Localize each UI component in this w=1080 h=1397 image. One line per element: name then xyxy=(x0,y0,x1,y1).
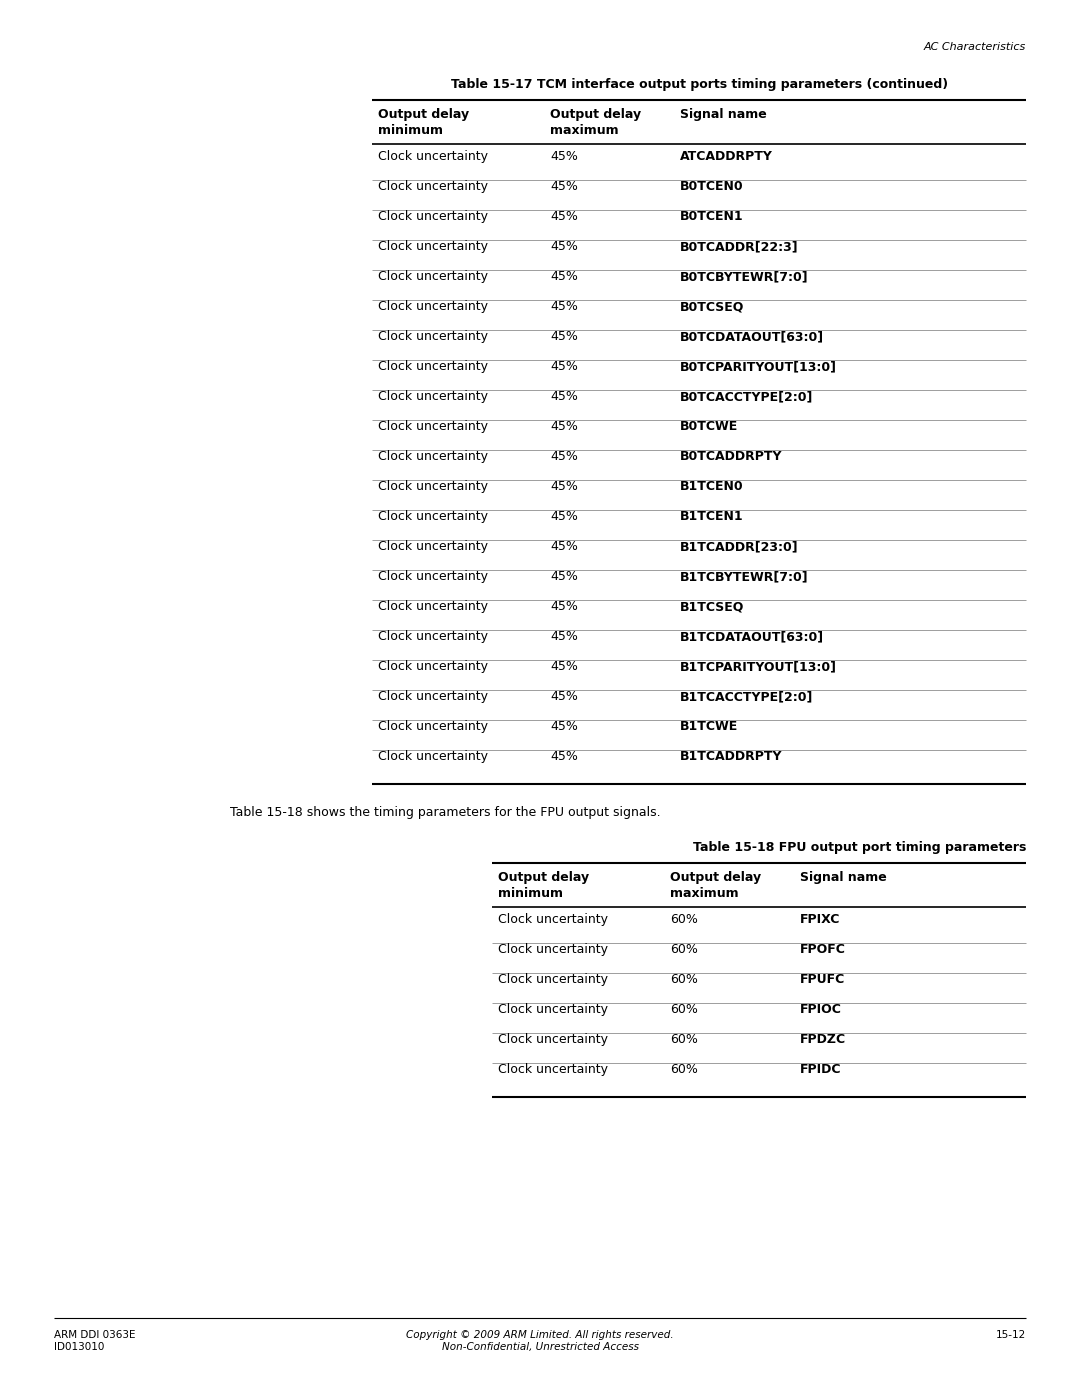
Text: Clock uncertainty: Clock uncertainty xyxy=(498,1003,608,1016)
Text: B1TCSEQ: B1TCSEQ xyxy=(680,599,744,613)
Text: Clock uncertainty: Clock uncertainty xyxy=(498,943,608,956)
Text: 45%: 45% xyxy=(550,180,578,193)
Text: 45%: 45% xyxy=(550,599,578,613)
Text: Clock uncertainty: Clock uncertainty xyxy=(378,690,488,703)
Text: B0TCADDR[22:3]: B0TCADDR[22:3] xyxy=(680,240,798,253)
Text: Clock uncertainty: Clock uncertainty xyxy=(498,1032,608,1046)
Text: FPIXC: FPIXC xyxy=(800,914,840,926)
Text: Copyright © 2009 ARM Limited. All rights reserved.
Non-Confidential, Unrestricte: Copyright © 2009 ARM Limited. All rights… xyxy=(406,1330,674,1352)
Text: Clock uncertainty: Clock uncertainty xyxy=(498,1063,608,1076)
Text: Clock uncertainty: Clock uncertainty xyxy=(378,570,488,583)
Text: B1TCADDRPTY: B1TCADDRPTY xyxy=(680,750,783,763)
Text: B1TCPARITYOUT[13:0]: B1TCPARITYOUT[13:0] xyxy=(680,659,837,673)
Text: Output delay
minimum: Output delay minimum xyxy=(378,108,469,137)
Text: B1TCACCTYPE[2:0]: B1TCACCTYPE[2:0] xyxy=(680,690,813,703)
Text: 45%: 45% xyxy=(550,450,578,462)
Text: 45%: 45% xyxy=(550,270,578,284)
Text: 45%: 45% xyxy=(550,240,578,253)
Text: Clock uncertainty: Clock uncertainty xyxy=(378,240,488,253)
Text: B1TCWE: B1TCWE xyxy=(680,719,739,733)
Text: FPIOC: FPIOC xyxy=(800,1003,842,1016)
Text: B0TCEN0: B0TCEN0 xyxy=(680,180,744,193)
Text: B0TCSEQ: B0TCSEQ xyxy=(680,300,744,313)
Text: 45%: 45% xyxy=(550,300,578,313)
Text: 45%: 45% xyxy=(550,420,578,433)
Text: Clock uncertainty: Clock uncertainty xyxy=(378,360,488,373)
Text: FPIDC: FPIDC xyxy=(800,1063,841,1076)
Text: 15-12: 15-12 xyxy=(996,1330,1026,1340)
Text: 45%: 45% xyxy=(550,481,578,493)
Text: ATCADDRPTY: ATCADDRPTY xyxy=(680,149,773,163)
Text: Clock uncertainty: Clock uncertainty xyxy=(378,210,488,224)
Text: Clock uncertainty: Clock uncertainty xyxy=(378,149,488,163)
Text: B0TCDATAOUT[63:0]: B0TCDATAOUT[63:0] xyxy=(680,330,824,344)
Text: 45%: 45% xyxy=(550,659,578,673)
Text: Clock uncertainty: Clock uncertainty xyxy=(498,972,608,986)
Text: B1TCADDR[23:0]: B1TCADDR[23:0] xyxy=(680,541,798,553)
Text: 60%: 60% xyxy=(670,1003,698,1016)
Text: Signal name: Signal name xyxy=(800,870,887,884)
Text: Clock uncertainty: Clock uncertainty xyxy=(378,510,488,522)
Text: Clock uncertainty: Clock uncertainty xyxy=(378,450,488,462)
Text: Output delay
maximum: Output delay maximum xyxy=(670,870,761,900)
Text: B0TCACCTYPE[2:0]: B0TCACCTYPE[2:0] xyxy=(680,390,813,402)
Text: B0TCADDRPTY: B0TCADDRPTY xyxy=(680,450,783,462)
Text: Clock uncertainty: Clock uncertainty xyxy=(378,541,488,553)
Text: 45%: 45% xyxy=(550,210,578,224)
Text: FPDZC: FPDZC xyxy=(800,1032,846,1046)
Text: Table 15-17 TCM interface output ports timing parameters (continued): Table 15-17 TCM interface output ports t… xyxy=(451,78,948,91)
Text: Table 15-18 shows the timing parameters for the FPU output signals.: Table 15-18 shows the timing parameters … xyxy=(230,806,661,819)
Text: ARM DDI 0363E
ID013010: ARM DDI 0363E ID013010 xyxy=(54,1330,135,1352)
Text: Clock uncertainty: Clock uncertainty xyxy=(378,481,488,493)
Text: 45%: 45% xyxy=(550,750,578,763)
Text: B1TCEN0: B1TCEN0 xyxy=(680,481,744,493)
Text: Clock uncertainty: Clock uncertainty xyxy=(498,914,608,926)
Text: 60%: 60% xyxy=(670,943,698,956)
Text: Signal name: Signal name xyxy=(680,108,767,122)
Text: Clock uncertainty: Clock uncertainty xyxy=(378,330,488,344)
Text: 45%: 45% xyxy=(550,510,578,522)
Text: 60%: 60% xyxy=(670,1032,698,1046)
Text: FPOFC: FPOFC xyxy=(800,943,846,956)
Text: Output delay
maximum: Output delay maximum xyxy=(550,108,642,137)
Text: B1TCBYTEWR[7:0]: B1TCBYTEWR[7:0] xyxy=(680,570,809,583)
Text: 45%: 45% xyxy=(550,360,578,373)
Text: 60%: 60% xyxy=(670,914,698,926)
Text: B1TCDATAOUT[63:0]: B1TCDATAOUT[63:0] xyxy=(680,630,824,643)
Text: Table 15-18 FPU output port timing parameters: Table 15-18 FPU output port timing param… xyxy=(692,841,1026,854)
Text: FPUFC: FPUFC xyxy=(800,972,846,986)
Text: AC Characteristics: AC Characteristics xyxy=(923,42,1026,52)
Text: 60%: 60% xyxy=(670,972,698,986)
Text: 45%: 45% xyxy=(550,630,578,643)
Text: 45%: 45% xyxy=(550,570,578,583)
Text: 45%: 45% xyxy=(550,330,578,344)
Text: B0TCBYTEWR[7:0]: B0TCBYTEWR[7:0] xyxy=(680,270,809,284)
Text: 45%: 45% xyxy=(550,390,578,402)
Text: Clock uncertainty: Clock uncertainty xyxy=(378,599,488,613)
Text: Clock uncertainty: Clock uncertainty xyxy=(378,420,488,433)
Text: Clock uncertainty: Clock uncertainty xyxy=(378,270,488,284)
Text: 45%: 45% xyxy=(550,149,578,163)
Text: 45%: 45% xyxy=(550,690,578,703)
Text: Clock uncertainty: Clock uncertainty xyxy=(378,300,488,313)
Text: Clock uncertainty: Clock uncertainty xyxy=(378,180,488,193)
Text: Clock uncertainty: Clock uncertainty xyxy=(378,659,488,673)
Text: B0TCWE: B0TCWE xyxy=(680,420,739,433)
Text: Clock uncertainty: Clock uncertainty xyxy=(378,719,488,733)
Text: B0TCPARITYOUT[13:0]: B0TCPARITYOUT[13:0] xyxy=(680,360,837,373)
Text: Clock uncertainty: Clock uncertainty xyxy=(378,390,488,402)
Text: 45%: 45% xyxy=(550,541,578,553)
Text: Clock uncertainty: Clock uncertainty xyxy=(378,750,488,763)
Text: 45%: 45% xyxy=(550,719,578,733)
Text: B1TCEN1: B1TCEN1 xyxy=(680,510,744,522)
Text: Clock uncertainty: Clock uncertainty xyxy=(378,630,488,643)
Text: 60%: 60% xyxy=(670,1063,698,1076)
Text: B0TCEN1: B0TCEN1 xyxy=(680,210,744,224)
Text: Output delay
minimum: Output delay minimum xyxy=(498,870,589,900)
